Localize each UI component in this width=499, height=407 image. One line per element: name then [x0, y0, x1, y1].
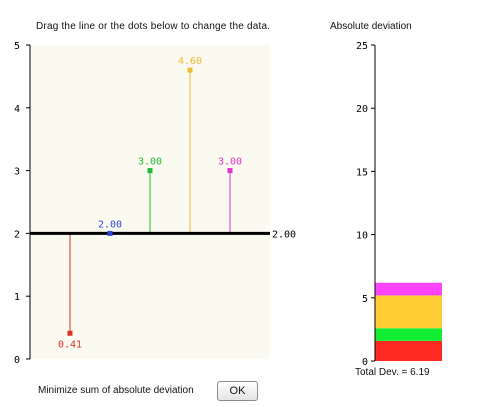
data-point-label: 2.00 [98, 219, 122, 230]
data-point[interactable] [147, 168, 153, 174]
data-point-label: 0.41 [58, 339, 82, 350]
data-point-label: 3.00 [218, 157, 242, 168]
data-point[interactable] [227, 168, 233, 174]
deviation-y-tick-label: 0 [362, 357, 368, 368]
deviation-y-tick-label: 25 [356, 41, 368, 52]
y-tick-label: 5 [14, 41, 20, 52]
minimize-label: Minimize sum of absolute deviation [38, 385, 194, 396]
y-tick-label: 4 [14, 104, 20, 115]
deviation-segment [375, 340, 442, 361]
deviation-y-tick-label: 10 [356, 231, 368, 242]
deviation-y-tick-label: 15 [356, 167, 368, 178]
y-tick-label: 2 [14, 229, 20, 240]
data-point[interactable] [187, 67, 193, 73]
total-deviation-label: Total Dev. = 6.19 [355, 367, 430, 378]
y-tick-label: 3 [14, 167, 20, 178]
instruction-text: Drag the line or the dots below to chang… [36, 21, 271, 32]
deviation-y-tick-label: 20 [356, 104, 368, 115]
y-tick-label: 1 [14, 292, 20, 303]
deviation-y-tick-label: 5 [362, 294, 368, 305]
data-point-label: 4.60 [178, 56, 202, 67]
deviation-segment [375, 328, 442, 341]
data-point[interactable] [107, 230, 113, 236]
data-point-label: 3.00 [138, 157, 162, 168]
deviation-segment [375, 282, 442, 296]
ok-button[interactable]: OK [217, 381, 258, 401]
y-tick-label: 0 [14, 355, 20, 366]
deviation-segment [375, 295, 442, 329]
deviation-chart-title: Absolute deviation [330, 21, 412, 32]
data-point[interactable] [67, 330, 73, 336]
center-line-label: 2.00 [272, 229, 296, 240]
